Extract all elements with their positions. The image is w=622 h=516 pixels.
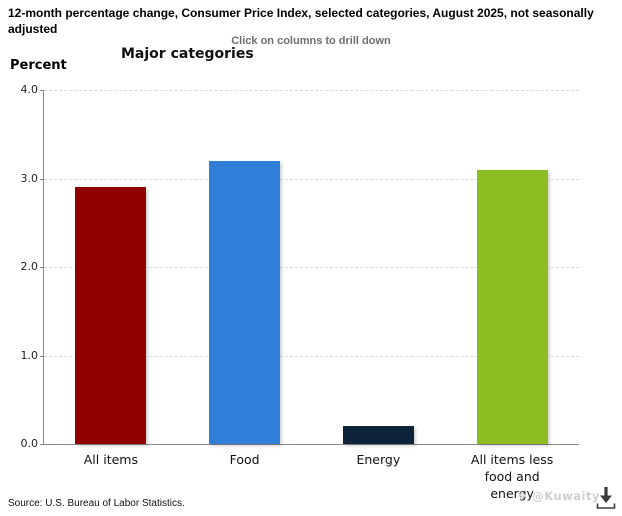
y-tick-label: 1.0 — [20, 348, 39, 362]
gridline — [44, 90, 579, 91]
y-tick-mark — [40, 355, 44, 357]
download-button[interactable] — [594, 486, 618, 512]
watermark-text: @Kuwaity — [532, 489, 600, 503]
gridline — [44, 355, 579, 357]
y-tick-label: 3.0 — [20, 171, 39, 185]
watermark: ❖ @Kuwaity — [517, 489, 601, 503]
category-label: All items less food and energy — [470, 452, 554, 501]
category-label: All items — [83, 452, 138, 467]
y-axis-title: Percent — [10, 58, 67, 73]
category-label: Energy — [356, 452, 401, 467]
download-icon — [595, 487, 617, 513]
source-note: Source: U.S. Bureau of Labor Statistics. — [8, 498, 185, 509]
gridline — [44, 178, 579, 180]
y-tick-label: 0.0 — [20, 437, 39, 450]
bar-all-items[interactable] — [75, 187, 147, 444]
plot-area: 0.0 1.0 2.0 3.0 4.0 All items Food Energy All it… — [21, 83, 579, 501]
chart-subtitle: Click on columns to drill down — [231, 35, 391, 47]
page-title: 12-month percentage change, Consumer Pri… — [8, 6, 594, 36]
category-label: Food — [229, 452, 260, 467]
y-tick-mark — [40, 178, 44, 180]
watermark-diamond-icon: ❖ — [516, 489, 528, 503]
chart-title: Major categories — [121, 46, 254, 62]
bar-food[interactable] — [209, 160, 281, 444]
bar-energy[interactable] — [342, 426, 414, 444]
y-tick-label: 2.0 — [20, 260, 39, 273]
y-tick-mark — [40, 90, 44, 91]
y-tick-label: 4.0 — [20, 83, 39, 96]
y-tick-mark — [40, 444, 44, 445]
gridline — [44, 267, 579, 268]
y-tick-mark — [40, 267, 44, 268]
bar-all-items-less-food-and-energy[interactable] — [476, 169, 548, 444]
